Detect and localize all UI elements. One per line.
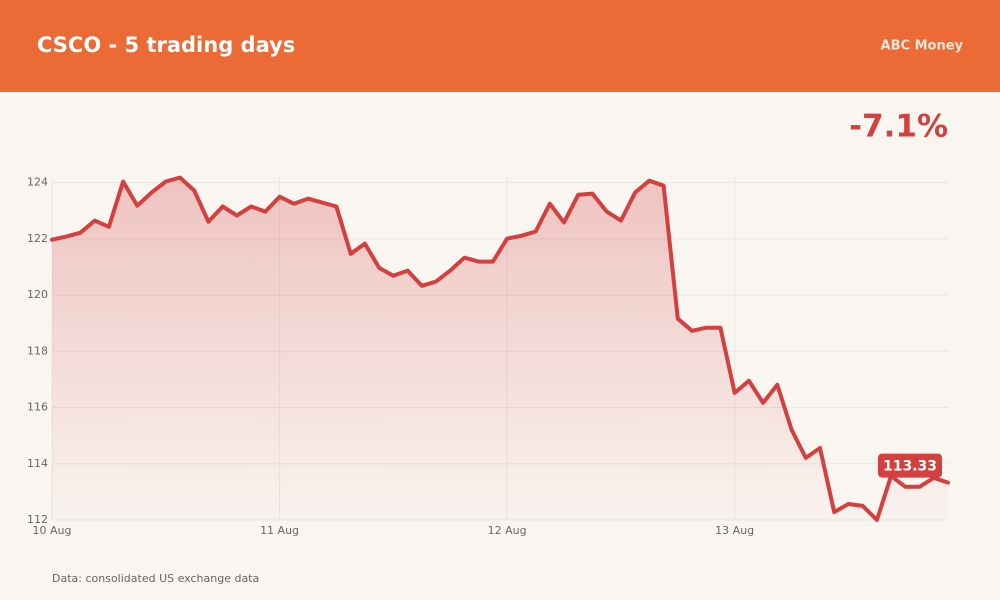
y-tick-label: 122 xyxy=(27,232,48,245)
x-tick-label: 10 Aug xyxy=(33,524,72,537)
y-tick-label: 112 xyxy=(27,513,48,526)
y-tick-label: 114 xyxy=(27,457,48,470)
price-line xyxy=(50,175,950,522)
x-tick-label: 13 Aug xyxy=(715,524,754,537)
y-tick-label: 116 xyxy=(27,401,48,414)
y-tick-label: 118 xyxy=(27,344,48,357)
chart-title: CSCO - 5 trading days xyxy=(37,33,295,57)
y-tick-label: 124 xyxy=(27,176,48,189)
source-note: Data: consolidated US exchange data xyxy=(52,572,259,585)
last-value-badge xyxy=(878,453,942,478)
header xyxy=(0,0,1000,92)
area xyxy=(52,177,948,520)
change: -7.1% xyxy=(849,109,948,145)
last-value-label: 113.33 xyxy=(883,459,937,475)
x-tick-label: 11 Aug xyxy=(260,524,299,537)
brand: ABC Money xyxy=(881,39,964,54)
x-tick-label: 12 Aug xyxy=(488,524,527,537)
y-tick-label: 120 xyxy=(27,288,48,301)
